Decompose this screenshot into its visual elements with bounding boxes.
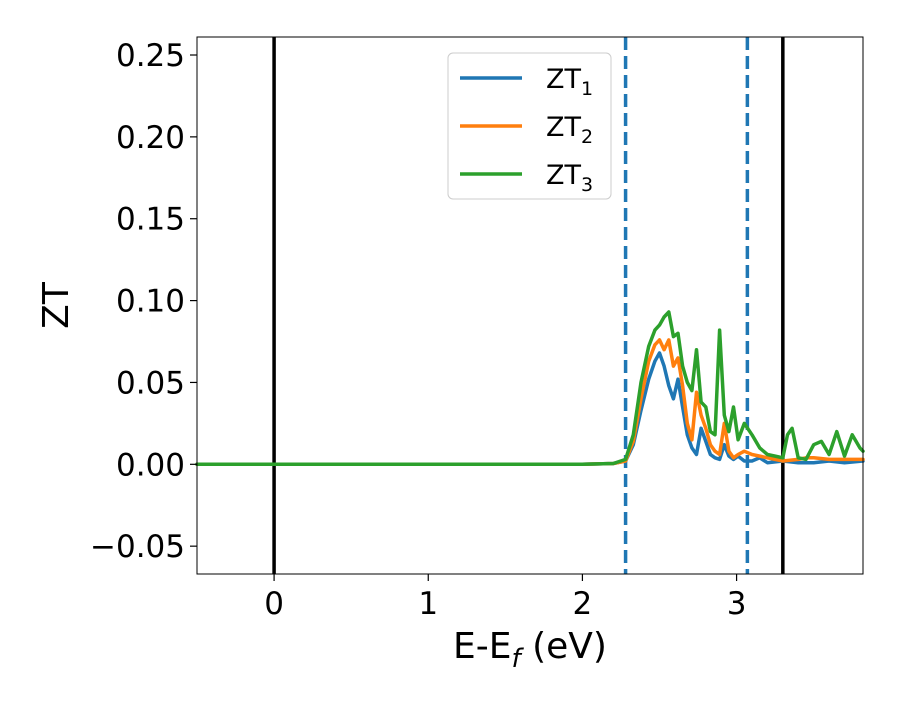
legend-label-3: ZT3 bbox=[546, 160, 593, 196]
y-axis-title: ZT bbox=[36, 281, 77, 329]
series-line-1 bbox=[195, 351, 865, 467]
series-lines bbox=[195, 310, 865, 467]
y-tick-label-1: 0.00 bbox=[116, 447, 185, 483]
y-tick-label-3: 0.10 bbox=[116, 284, 185, 320]
reference-lines bbox=[272, 37, 785, 574]
y-tick-label-5: 0.20 bbox=[116, 120, 185, 156]
x-tick-label-3: 3 bbox=[727, 586, 747, 622]
legend-box bbox=[447, 52, 612, 200]
y-tick-label-6: 0.25 bbox=[116, 38, 185, 74]
y-tick-label-4: 0.15 bbox=[116, 202, 185, 238]
legend-label-2: ZT2 bbox=[546, 112, 593, 148]
legend: ZT1 ZT2 ZT3 bbox=[447, 52, 612, 200]
x-tick-label-0: 0 bbox=[264, 586, 284, 622]
series-line-2 bbox=[195, 338, 865, 467]
x-axis-title: E-Ef (eV) bbox=[453, 626, 607, 674]
legend-items: ZT1 ZT2 ZT3 bbox=[460, 64, 593, 196]
legend-label-1: ZT1 bbox=[546, 64, 593, 100]
axis-titles: E-Ef (eV) ZT bbox=[36, 281, 607, 674]
x-tick-label-1: 1 bbox=[418, 586, 438, 622]
x-axis-title-tail: (eV) bbox=[521, 626, 607, 667]
y-tick-label-2: 0.05 bbox=[116, 365, 185, 401]
series-line-3 bbox=[195, 310, 865, 467]
axis-ticks: 0 1 2 3 −0.05 0.00 0.05 0.10 0.15 0.20 0.25 bbox=[90, 38, 746, 622]
x-axis-title-main: E-E bbox=[453, 626, 511, 667]
plot-frame bbox=[196, 36, 864, 575]
x-tick-label-2: 2 bbox=[573, 586, 593, 622]
y-tick-label-0: −0.05 bbox=[90, 529, 185, 565]
